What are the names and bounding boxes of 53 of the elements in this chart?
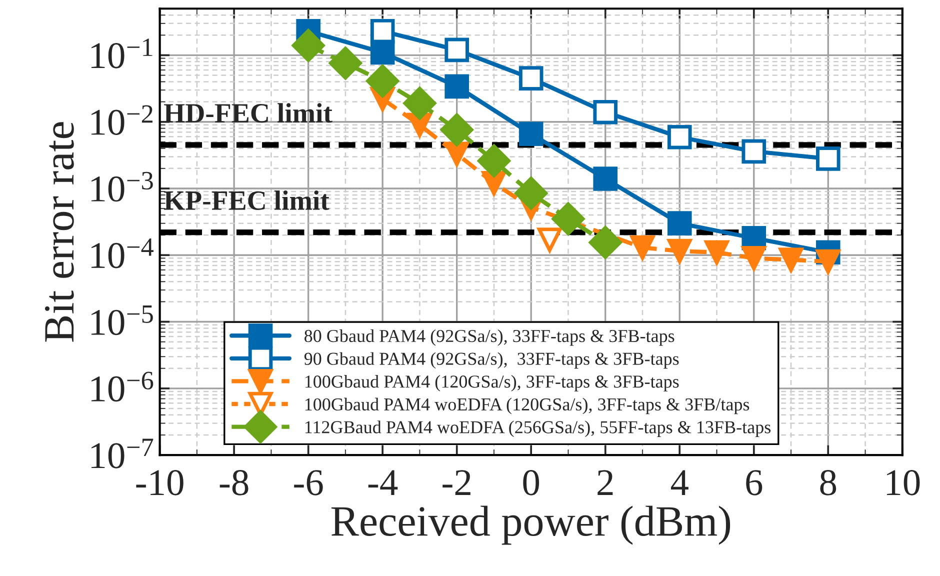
point xyxy=(514,176,548,210)
point xyxy=(742,139,766,164)
x-tick-label: -10 xyxy=(136,470,184,496)
legend-label: 90 Gbaud PAM4 (92GSa/s), 33FF-taps & 3FB-taps xyxy=(304,352,679,369)
point xyxy=(403,86,436,120)
x-tick-label: 0 xyxy=(523,470,540,496)
point xyxy=(667,211,692,236)
point xyxy=(816,146,840,171)
point xyxy=(518,66,544,90)
point xyxy=(667,124,692,150)
ref-line-label: KP-FEC limit xyxy=(164,190,330,210)
y-tick-label: 10$^{−2}$ xyxy=(91,105,152,136)
point xyxy=(444,38,469,62)
legend-label: 80 Gbaud PAM4 (92GSa/s), 33FF-taps & 3FB-taps xyxy=(304,329,674,346)
x-tick-label: 10 xyxy=(886,470,920,496)
point xyxy=(704,240,729,265)
x-tick-label: 4 xyxy=(670,470,688,495)
x-tick-label: 6 xyxy=(746,470,762,496)
point xyxy=(478,144,510,178)
point xyxy=(742,246,766,270)
point xyxy=(552,202,585,236)
y-tick-label: 10$^{−3}$ xyxy=(91,172,153,202)
point xyxy=(588,226,622,259)
y-tick-label: 10$^{−1}$ xyxy=(91,38,152,68)
legend-label: 100Gbaud PAM4 woEDFA (120GSa/s), 3FF-taps & 3FB/taps xyxy=(305,398,750,414)
point xyxy=(440,113,474,146)
x-tick-label: -6 xyxy=(294,470,323,496)
y-tick-label: 10$^{−5}$ xyxy=(91,306,153,336)
x-tick-label: -8 xyxy=(220,470,248,496)
point xyxy=(292,29,325,62)
x-tick-label: 2 xyxy=(598,470,613,495)
point xyxy=(816,249,840,274)
legend-label: 112GBaud PAM4 woEDFA (256GSa/s), 55FF-taps & 13FB-taps xyxy=(305,420,771,437)
point xyxy=(444,74,469,99)
ref-line-label: HD-FEC limit xyxy=(164,103,332,123)
y-tick-label: 10$^{−7}$ xyxy=(91,438,154,468)
x-tick-label: 8 xyxy=(820,470,836,496)
point xyxy=(328,46,362,80)
point xyxy=(593,100,618,124)
y-tick-label: 10$^{−4}$ xyxy=(91,238,154,268)
x-tick-label: -4 xyxy=(368,470,398,495)
point xyxy=(518,122,544,146)
point xyxy=(593,166,618,191)
x-axis-title: Received power (dBm) xyxy=(331,506,730,545)
legend-label: 100Gbaud PAM4 (120GSa/s), 3FF-taps & 3FB-taps xyxy=(305,375,679,392)
y-axis-title: Bit error rate xyxy=(44,122,74,342)
point xyxy=(667,238,692,264)
point xyxy=(444,142,469,166)
x-tick-label: -2 xyxy=(442,470,470,495)
point xyxy=(370,18,395,44)
y-tick-label: 10$^{−6}$ xyxy=(91,372,154,402)
point xyxy=(630,235,655,260)
point xyxy=(366,64,400,98)
